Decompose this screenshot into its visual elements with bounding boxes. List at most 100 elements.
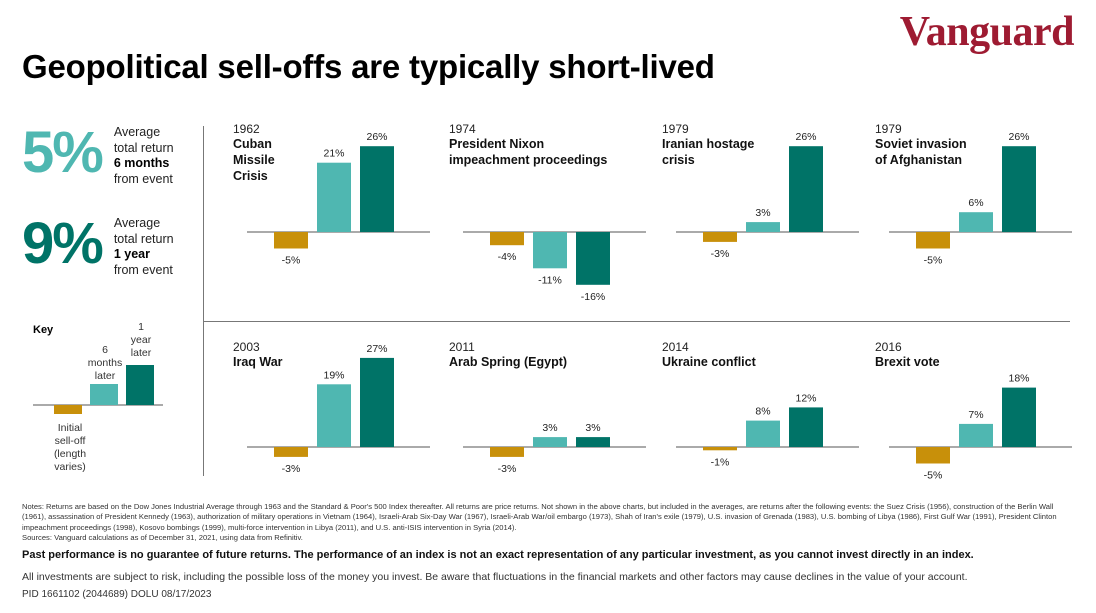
bar-sell-off [274, 232, 308, 249]
stat-desc-line-bold: 6 months [113, 156, 170, 170]
stat-value: 9% [22, 211, 104, 276]
bar-six-months [746, 420, 780, 447]
chart-year: 1962 [233, 122, 260, 136]
event-chart-2014: 2014 Ukraine conflict -1% 8% 12% [662, 340, 872, 520]
data-label: -16% [581, 291, 606, 303]
bar-one-year [576, 232, 610, 285]
event-chart-1979: 1979 Soviet invasion of Afghanistan -5% 6% 26… [875, 122, 1085, 302]
key-bar-six-months [90, 384, 118, 405]
chart-title: Ukraine conflict [662, 354, 867, 370]
chart-year: 1979 [875, 122, 902, 136]
chart-plot: -3% 3% 3% [463, 422, 646, 475]
chart-title-line: Crisis [233, 169, 268, 183]
chart-plot: -5% 6% 26% [889, 131, 1072, 267]
data-label: -3% [711, 248, 730, 260]
chart-title: Arab Spring (Egypt) [449, 354, 654, 370]
data-label: 26% [795, 131, 816, 143]
chart-title-line: Missile [233, 153, 275, 167]
key-bar-one-year [126, 365, 154, 405]
key-label-sell-off: Initial sell-off (length varies) [53, 422, 87, 473]
chart-title-line: Iranian hostage [662, 137, 755, 151]
bar-one-year [789, 146, 823, 232]
chart-plot: -5% 21% 26% [247, 131, 430, 267]
bar-one-year [360, 357, 394, 447]
event-chart-2016: 2016 Brexit vote -5% 7% 18% [875, 340, 1085, 520]
chart-title: Iranian hostage crisis [662, 136, 867, 168]
data-label: -11% [538, 274, 562, 286]
chart-title: Soviet invasion of Afghanistan [875, 136, 1080, 168]
chart-title: Brexit vote [875, 354, 1080, 370]
bar-six-months [746, 222, 780, 232]
data-label: 12% [795, 392, 816, 404]
event-chart-1974: 1974 President Nixon impeachment proceedin… [449, 122, 659, 303]
notes-text: Notes: Returns are based on the Dow Jone… [22, 502, 1057, 532]
bar-sell-off [916, 447, 950, 464]
stat-description: Average total return 1 year from event [114, 216, 174, 278]
event-chart-2003: 2003 Iraq War -3% 19% 27% [233, 340, 443, 520]
stat-desc-line: total return [113, 140, 174, 155]
key-title: Key [33, 324, 54, 336]
bar-sell-off [916, 232, 950, 249]
notes: Notes: Returns are based on the Dow Jone… [22, 502, 1072, 544]
stat-value: 5% [22, 120, 104, 185]
chart-title-line: impeachment proceedings [449, 153, 608, 167]
bar-six-months [959, 212, 993, 232]
data-label: -5% [282, 255, 301, 267]
chart-plot: -3% 3% 26% [676, 131, 859, 260]
chart-year: 1979 [662, 122, 689, 136]
bar-six-months [959, 423, 993, 447]
chart-title-line: Brexit vote [875, 355, 940, 369]
grid-divider-horizontal [203, 321, 1070, 322]
page-title: Geopolitical sell-offs are typically sho… [22, 48, 715, 85]
bar-sell-off [274, 447, 308, 457]
bar-one-year [1002, 146, 1036, 232]
data-label: -5% [924, 255, 943, 267]
pid-code: PID 1661102 (2044689) DOLU 08/17/2023 [22, 589, 212, 600]
stat-desc-line: from event [113, 262, 173, 277]
bar-six-months [317, 384, 351, 447]
bar-sell-off [703, 232, 737, 242]
chart-title-line: crisis [662, 153, 695, 167]
data-label: 26% [1008, 131, 1029, 143]
data-label: 3% [542, 422, 557, 434]
chart-plot: -1% 8% 12% [676, 392, 859, 468]
data-label: 8% [755, 406, 770, 418]
bar-one-year [360, 146, 394, 232]
risk-statement: All investments are subject to risk, inc… [22, 571, 968, 583]
stat-desc-line: Average [113, 216, 161, 230]
grid-divider-vertical [203, 126, 204, 476]
data-label: 18% [1008, 373, 1029, 385]
vanguard-logo: Vanguard [899, 9, 1075, 55]
data-label: 3% [585, 422, 600, 434]
event-chart-1962: 1962 Cuban Missile Crisis -5% 21% 26% [233, 122, 443, 302]
key-label-six-months: 6 months later [87, 344, 123, 382]
chart-year: 2016 [875, 340, 902, 354]
chart-title-line: Ukraine conflict [662, 355, 756, 369]
key-bar-sell-off [54, 405, 82, 414]
chart-title: President Nixon impeachment proceedings [449, 136, 654, 168]
bar-six-months [533, 232, 567, 269]
data-label: 3% [755, 207, 770, 219]
bar-one-year [576, 437, 610, 447]
chart-plot: -5% 7% 18% [889, 373, 1072, 482]
chart-title-line: Iraq War [233, 355, 283, 369]
data-label: -1% [711, 456, 730, 468]
data-label: -3% [282, 463, 301, 475]
chart-title: Iraq War [233, 354, 438, 370]
event-chart-1979: 1979 Iranian hostage crisis -3% 3% 26% [662, 122, 872, 302]
stat-one-year: 9% Average total return 1 year from even… [22, 211, 174, 278]
chart-title-line: of Afghanistan [875, 153, 963, 167]
event-chart-2011: 2011 Arab Spring (Egypt) -3% 3% 3% [449, 340, 659, 520]
chart-title: Cuban Missile Crisis [233, 136, 438, 184]
chart-title-line: Arab Spring (Egypt) [449, 355, 568, 369]
chart-year: 2003 [233, 340, 260, 354]
bar-one-year [1002, 387, 1036, 447]
chart-year: 2014 [662, 340, 689, 354]
chart-title-line: President Nixon [449, 137, 545, 151]
stat-desc-line: from event [113, 171, 173, 186]
key-label-one-year: 1 year later [130, 321, 152, 359]
data-label: -4% [498, 251, 517, 263]
stat-description: Average total return 6 months from event [114, 125, 174, 187]
data-label: 21% [323, 148, 344, 160]
chart-year: 1974 [449, 122, 476, 136]
